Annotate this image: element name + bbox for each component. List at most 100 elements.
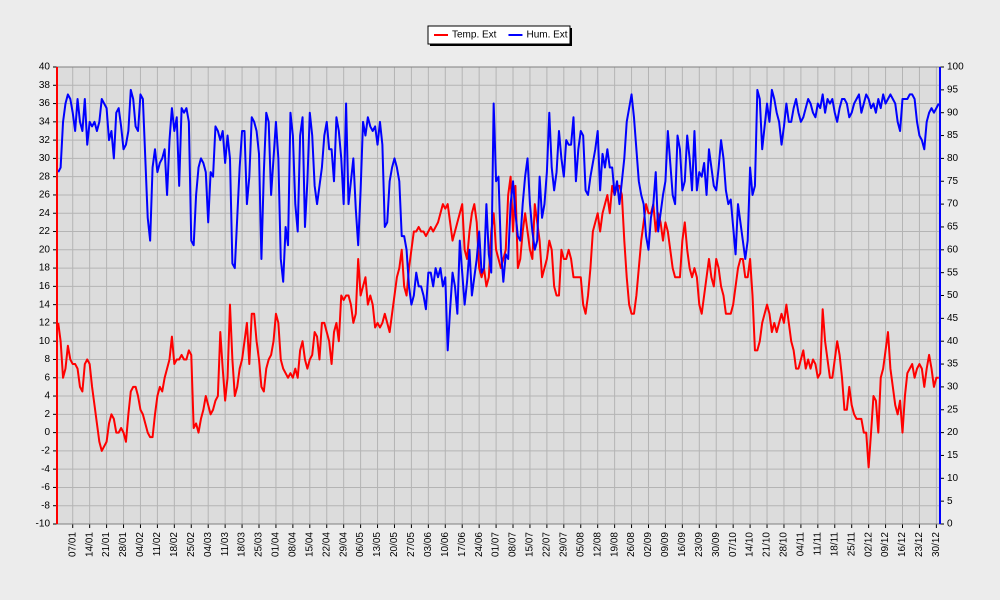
- y2-tick-label: 50: [947, 290, 959, 301]
- x-tick-label: 15/04: [304, 532, 315, 557]
- y-tick-label: 32: [39, 135, 51, 146]
- x-tick-label: 26/08: [626, 532, 637, 557]
- y-tick-label: -4: [41, 464, 50, 475]
- x-tick-label: 14/10: [745, 532, 756, 557]
- y2-tick-label: 15: [947, 450, 959, 461]
- y2-tick-label: 60: [947, 244, 959, 255]
- x-tick-label: 18/02: [169, 532, 180, 557]
- x-tick-label: 11/02: [152, 532, 163, 557]
- x-tick-label: 22/07: [542, 532, 553, 557]
- y-tick-label: -2: [41, 446, 50, 457]
- y2-tick-label: 100: [947, 62, 964, 73]
- x-tick-label: 01/04: [271, 532, 282, 557]
- y2-tick-label: 25: [947, 404, 959, 415]
- x-tick-label: 30/09: [711, 532, 722, 557]
- x-tick-label: 06/05: [355, 532, 366, 557]
- x-tick-label: 15/07: [525, 532, 536, 557]
- x-tick-label: 11/11: [812, 532, 823, 556]
- x-tick-label: 08/07: [508, 532, 519, 557]
- x-tick-label: 30/12: [931, 532, 942, 557]
- legend: Temp. Ext Hum. Ext: [427, 25, 572, 46]
- x-tick-label: 16/09: [677, 532, 688, 557]
- x-tick-label: 25/11: [846, 532, 857, 557]
- y-tick-label: 26: [39, 190, 51, 201]
- y-tick-label: 8: [44, 354, 50, 365]
- y-tick-label: 38: [39, 80, 51, 91]
- y-tick-label: 34: [39, 116, 51, 127]
- x-tick-label: 07/01: [67, 532, 78, 557]
- y-tick-label: 36: [39, 98, 51, 109]
- x-tick-label: 04/03: [203, 532, 214, 557]
- y2-tick-label: 30: [947, 382, 959, 393]
- y-tick-label: 12: [39, 318, 51, 329]
- x-tick-label: 25/02: [186, 532, 197, 557]
- y2-tick-label: 85: [947, 130, 959, 141]
- x-tick-label: 20/05: [389, 532, 400, 557]
- x-tick-label: 02/09: [643, 532, 654, 557]
- y2-tick-label: 75: [947, 176, 959, 187]
- y-tick-label: 14: [39, 299, 51, 310]
- x-tick-label: 29/04: [338, 532, 349, 557]
- y-tick-label: 28: [39, 171, 51, 182]
- y-tick-label: 30: [39, 153, 51, 164]
- x-tick-label: 13/05: [372, 532, 383, 557]
- plot-area: [57, 67, 940, 524]
- x-tick-label: 19/08: [609, 532, 620, 557]
- x-tick-label: 05/08: [575, 532, 586, 557]
- y2-tick-label: 10: [947, 473, 959, 484]
- y2-tick-label: 90: [947, 107, 959, 118]
- x-tick-label: 16/12: [897, 532, 908, 557]
- y-tick-label: 40: [39, 62, 51, 73]
- x-tick-label: 22/04: [321, 532, 332, 557]
- x-tick-label: 23/12: [914, 532, 925, 557]
- y-tick-label: -6: [41, 482, 50, 493]
- y-tick-label: 24: [39, 208, 51, 219]
- y-tick-label: -8: [41, 500, 50, 511]
- y2-tick-label: 80: [947, 153, 959, 164]
- x-tick-label: 18/11: [829, 532, 840, 557]
- x-tick-label: 04/02: [135, 532, 146, 557]
- x-tick-label: 21/01: [101, 532, 112, 557]
- x-tick-label: 28/10: [779, 532, 790, 557]
- y-tick-label: 2: [44, 409, 50, 420]
- x-tick-label: 24/06: [474, 532, 485, 557]
- y-tick-label: 6: [44, 372, 50, 383]
- x-tick-label: 12/08: [592, 532, 603, 557]
- grid: [57, 66, 940, 525]
- x-tick-label: 04/11: [796, 532, 807, 557]
- x-tick-label: 01/07: [491, 532, 502, 557]
- x-tick-label: 02/12: [863, 532, 874, 557]
- x-tick-label: 09/12: [880, 532, 891, 557]
- y2-tick-label: 65: [947, 222, 959, 233]
- y2-tick-label: 70: [947, 199, 959, 210]
- y-tick-label: 16: [39, 281, 51, 292]
- x-tick-label: 14/01: [84, 532, 95, 557]
- x-tick-label: 08/04: [288, 532, 299, 557]
- y2-tick-label: 0: [947, 519, 953, 530]
- y-tick-label: 10: [39, 336, 51, 347]
- y-tick-label: 4: [44, 391, 50, 402]
- y-tick-label: -10: [36, 519, 51, 530]
- x-tick-label: 11/03: [220, 532, 231, 557]
- series-line: [57, 88, 940, 352]
- y2-tick-label: 55: [947, 267, 959, 278]
- x-tick-label: 17/06: [457, 532, 468, 557]
- y-tick-label: 0: [44, 427, 50, 438]
- legend-label: Temp. Ext: [452, 30, 497, 41]
- x-tick-label: 09/09: [660, 532, 671, 557]
- x-tick-label: 10/06: [440, 532, 451, 557]
- legend-label: Hum. Ext: [526, 30, 567, 41]
- y-tick-label: 22: [39, 226, 51, 237]
- x-tick-label: 28/01: [118, 532, 129, 557]
- y2-tick-label: 40: [947, 336, 959, 347]
- y2-tick-label: 20: [947, 427, 959, 438]
- x-tick-label: 18/03: [237, 532, 248, 557]
- x-tick-label: 03/06: [423, 532, 434, 557]
- legend-box: [427, 25, 571, 45]
- y-tick-label: 20: [39, 244, 51, 255]
- x-tick-label: 27/05: [406, 532, 417, 557]
- y2-tick-label: 35: [947, 359, 959, 370]
- x-tick-label: 21/10: [762, 532, 773, 557]
- series-line: [57, 175, 939, 469]
